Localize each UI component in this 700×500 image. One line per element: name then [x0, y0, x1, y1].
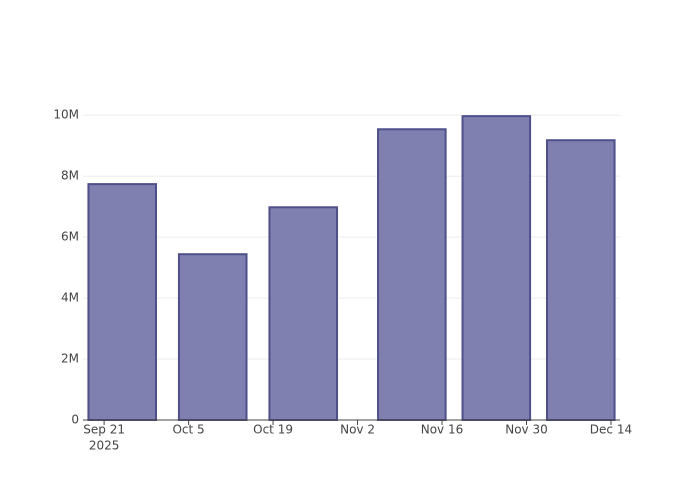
x-tick-label: Nov 2 — [340, 423, 375, 437]
y-tick-label: 0 — [71, 413, 79, 427]
y-tick-label: 4M — [61, 291, 79, 305]
x-year-label: 2025 — [89, 439, 120, 453]
x-tick-label: Sep 21 — [83, 423, 125, 437]
x-tick-label: Oct 19 — [253, 423, 293, 437]
bar — [461, 115, 532, 422]
x-tick-label: Nov 16 — [421, 423, 464, 437]
bar — [545, 139, 616, 421]
x-tick-label: Nov 30 — [505, 423, 548, 437]
bar — [377, 128, 447, 421]
bar — [177, 253, 248, 421]
x-tick-label: Dec 14 — [590, 423, 632, 437]
y-tick-label: 2M — [61, 352, 79, 366]
bar — [87, 183, 158, 421]
y-tick-label: 8M — [61, 169, 79, 183]
y-tick-label: 10M — [53, 108, 79, 122]
y-tick-label: 6M — [61, 230, 79, 244]
bar — [268, 206, 339, 421]
x-tick-label: Oct 5 — [172, 423, 204, 437]
